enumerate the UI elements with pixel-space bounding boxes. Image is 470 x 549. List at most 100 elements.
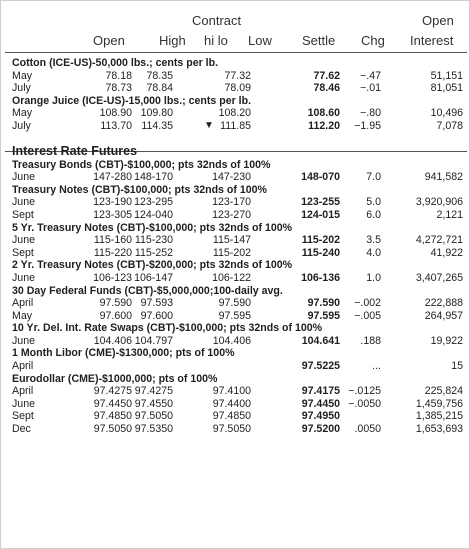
contract-month-row: May 108.90 109.80 108.20 108.60 −.80 10,496: [1, 107, 470, 120]
cell-open: 123-305: [93, 208, 132, 221]
contract-title-row: Eurodollar (CME)-$1000,000; pts of 100%: [1, 373, 470, 386]
cell-high: 115-230: [134, 234, 173, 247]
header-hilo: hi lo: [204, 33, 228, 48]
cell-settle: 148-070: [301, 171, 340, 184]
cell-oi: 222,888: [424, 297, 463, 310]
cell-settle: 106-136: [301, 271, 340, 284]
cell-low: 147-230: [212, 171, 251, 184]
cell-settle: 115-202: [301, 234, 340, 247]
cell-settle: 97.5200: [301, 423, 340, 436]
cell-mark: ▼: [204, 119, 214, 131]
contract-title-row: 10 Yr. Del. Int. Rate Swaps (CBT)-$100,0…: [1, 322, 470, 335]
cell-oi: 225,824: [424, 385, 463, 398]
cell-oi: 2,121: [436, 208, 463, 221]
cell-oi: 1,385,215: [415, 410, 463, 423]
cell-open: 106-123: [93, 271, 132, 284]
contract-title-row: 5 Yr. Treasury Notes (CBT)-$100,000; pts…: [1, 222, 470, 235]
cell-label: July: [12, 119, 31, 132]
cell-label: May: [12, 69, 33, 82]
contract-month-row: April 97.590 97.593 97.590 97.590 −.002 222,88…: [1, 297, 470, 310]
cell-chg: 5.0: [366, 196, 381, 209]
cell-low: 104.406: [212, 334, 251, 347]
column-header: Contract Open High hi lo Low Settle Chg …: [1, 1, 470, 53]
section-divider: [5, 151, 467, 152]
cell-low: 111.85: [220, 119, 251, 132]
cell-chg: −.002: [354, 297, 381, 310]
cell-low: 97.5050: [212, 423, 251, 436]
cell-oi: 1,459,756: [415, 397, 463, 410]
cell-oi: 4,272,721: [415, 234, 463, 247]
cell-settle: 112.20: [308, 119, 340, 132]
cell-high: 148-170: [134, 171, 173, 184]
cell-label: June: [12, 334, 35, 347]
contract-title-row: Cotton (ICE-US)-50,000 lbs.; cents per l…: [1, 57, 470, 70]
contract-title-row: Treasury Notes (CBT)-$100,000; pts 32nds…: [1, 184, 470, 197]
cell-settle: 97.4175: [301, 385, 340, 398]
contract-month-row: May 97.600 97.600 97.595 97.595 −.005 264,957: [1, 310, 470, 323]
cell-low: 123-270: [212, 208, 251, 221]
contract-title: 1 Month Libor (CME)-$1300,000; pts of 10…: [12, 347, 235, 360]
header-settle: Settle: [302, 33, 336, 48]
header-open-interest-top: Open: [422, 13, 454, 28]
contract-month-row: June 106-123 106-147 106-122 106-136 1.0 3,407…: [1, 272, 470, 285]
cell-high: 104.797: [134, 334, 173, 347]
cell-high: 78.84: [146, 82, 173, 95]
cell-settle: 104.641: [301, 334, 340, 347]
cell-open: 97.5050: [93, 423, 132, 436]
cell-oi: 10,496: [430, 107, 463, 120]
cell-low: 115-147: [212, 234, 251, 247]
cell-label: June: [12, 397, 35, 410]
cell-high: 124-040: [134, 208, 173, 221]
cell-low: 97.4400: [212, 397, 251, 410]
cell-label: July: [12, 82, 31, 95]
cell-high: 97.593: [140, 297, 173, 310]
cell-low: 123-170: [212, 196, 251, 209]
contract-title-row: Orange Juice (ICE-US)-15,000 lbs.; cents…: [1, 95, 470, 108]
cell-high: 123-295: [134, 196, 173, 209]
cell-chg: 1.0: [366, 271, 381, 284]
cell-label: May: [12, 309, 33, 322]
cell-high: 106-147: [134, 271, 173, 284]
contract-title-row: 2 Yr. Treasury Notes (CBT)-$200,000; pts…: [1, 259, 470, 272]
cell-settle: 78.46: [313, 82, 340, 95]
contract-title: 5 Yr. Treasury Notes (CBT)-$100,000; pts…: [12, 221, 293, 234]
contract-month-row: June 115-160 115-230 115-147 115-202 3.5 4,272…: [1, 234, 470, 247]
cell-chg: −.0050: [348, 397, 381, 410]
futures-table-body: Cotton (ICE-US)-50,000 lbs.; cents per l…: [1, 57, 470, 436]
cell-high: 97.5050: [134, 410, 173, 423]
cell-oi: 3,920,906: [415, 196, 463, 209]
cell-chg: 7.0: [366, 171, 381, 184]
header-divider: [5, 52, 467, 53]
cell-open: 115-160: [93, 234, 132, 247]
contract-month-row: April 97.5225... 15: [1, 360, 470, 373]
cell-label: April: [12, 360, 34, 373]
cell-open: 97.4275: [93, 385, 132, 398]
cell-open: 108.90: [99, 107, 132, 120]
cell-label: June: [12, 171, 35, 184]
cell-chg: −.005: [354, 309, 381, 322]
cell-oi: 1,653,693: [415, 423, 463, 436]
cell-settle: 124-015: [301, 208, 340, 221]
cell-high: 97.600: [140, 309, 173, 322]
header-high: High: [159, 33, 186, 48]
header-open-interest-bottom: Interest: [410, 33, 454, 48]
cell-label: Sept: [12, 246, 34, 259]
contract-month-row: Sept 123-305 124-040 123-270 124-015 6.0 2,121: [1, 209, 470, 222]
cell-open: 113.70: [100, 119, 132, 132]
contract-month-row: Sept 115-220 115-252 115-202 115-240 4.0 41,92…: [1, 247, 470, 260]
contract-title: Treasury Bonds (CBT)-$100,000; pts 32nds…: [12, 158, 271, 171]
contract-month-row: Dec 97.5050 97.5350 97.5050 97.5200.0050 1,65…: [1, 423, 470, 436]
section-heading-text: Interest Rate Futures: [12, 143, 138, 158]
cell-open: 147-280: [93, 171, 132, 184]
cell-high: 78.35: [146, 69, 173, 82]
cell-chg: .0050: [354, 423, 381, 436]
contract-title: 10 Yr. Del. Int. Rate Swaps (CBT)-$100,0…: [12, 322, 323, 335]
cell-settle: 97.590: [307, 297, 340, 310]
cell-settle: 123-255: [301, 196, 340, 209]
cell-label: Dec: [12, 423, 31, 436]
cell-open: 123-190: [93, 196, 132, 209]
cell-oi: 19,922: [430, 334, 463, 347]
cell-label: Sept: [12, 410, 34, 423]
cell-label: June: [12, 234, 35, 247]
